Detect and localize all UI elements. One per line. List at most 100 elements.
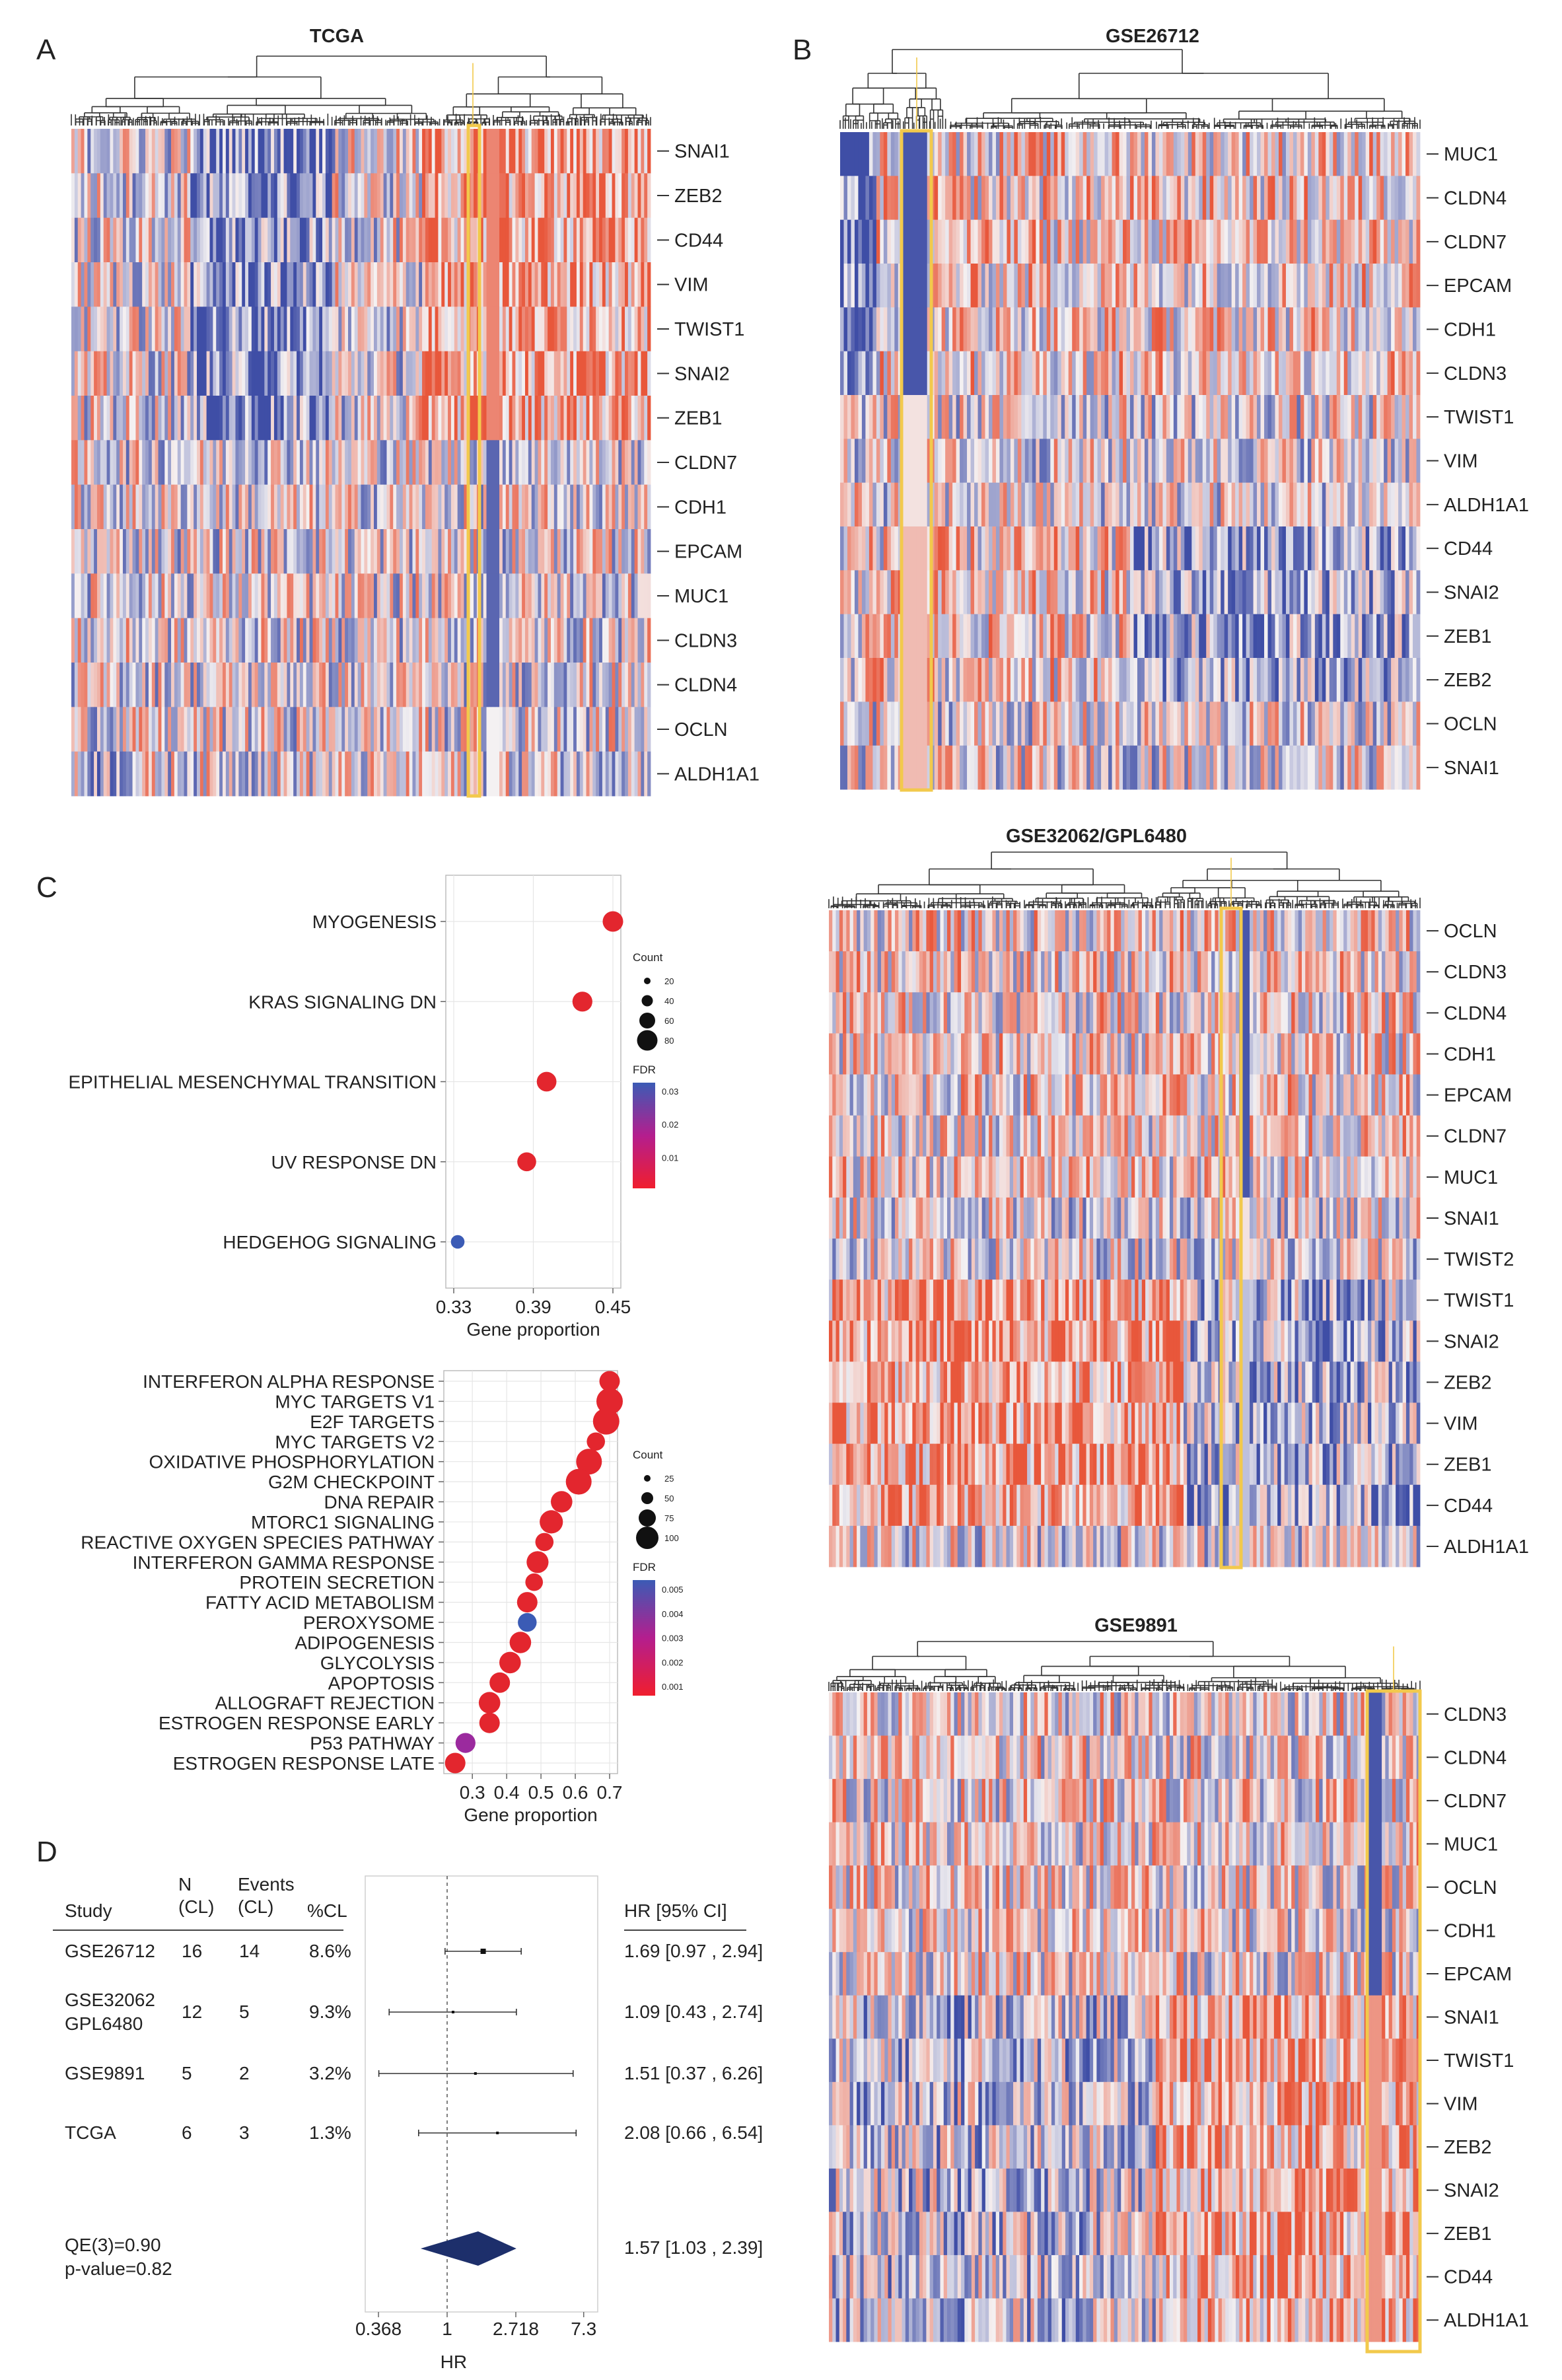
heatmap-cell bbox=[81, 440, 85, 486]
heatmap-cell bbox=[1293, 307, 1297, 352]
heatmap-cell bbox=[502, 351, 507, 396]
heatmap-cell bbox=[245, 529, 249, 574]
heatmap-cell bbox=[380, 440, 384, 486]
heatmap-cell bbox=[448, 173, 452, 219]
heatmap-cell bbox=[1137, 307, 1141, 352]
heatmap-cell bbox=[586, 351, 590, 396]
heatmap-cell bbox=[158, 663, 162, 707]
heatmap-cell bbox=[354, 129, 359, 174]
heatmap-cell bbox=[415, 707, 419, 752]
heatmap-cell bbox=[425, 529, 429, 574]
heatmap-cell bbox=[422, 618, 426, 663]
heatmap-cell bbox=[213, 307, 217, 352]
heatmap-cell bbox=[952, 307, 956, 352]
heatmap-cell bbox=[125, 484, 130, 530]
heatmap-cell bbox=[361, 707, 365, 752]
heatmap-cell bbox=[148, 396, 153, 441]
heatmap-cell bbox=[872, 132, 877, 176]
heatmap-cell bbox=[367, 440, 371, 486]
heatmap-cell bbox=[148, 529, 153, 574]
heatmap-cell bbox=[402, 618, 407, 663]
heatmap-cell bbox=[1072, 307, 1077, 352]
heatmap-cell bbox=[599, 351, 603, 396]
heatmap-cell bbox=[970, 132, 975, 176]
heatmap-cell bbox=[354, 751, 359, 797]
heatmap-cell bbox=[1021, 176, 1026, 221]
heatmap-cell bbox=[560, 484, 564, 530]
heatmap-cell bbox=[1296, 307, 1301, 352]
heatmap-cell bbox=[583, 440, 586, 486]
heatmap-cell bbox=[197, 484, 201, 530]
heatmap-cell bbox=[357, 707, 361, 752]
heatmap-cell bbox=[483, 440, 487, 486]
heatmap-cell bbox=[627, 529, 632, 574]
heatmap-cell bbox=[399, 262, 404, 307]
heatmap-cell bbox=[499, 484, 503, 530]
heatmap-cell bbox=[120, 129, 124, 174]
heatmap-cell bbox=[125, 173, 130, 219]
heatmap-cell bbox=[515, 618, 519, 663]
heatmap-cell bbox=[599, 396, 603, 441]
heatmap-cell bbox=[151, 173, 156, 219]
heatmap-cell bbox=[412, 129, 416, 174]
heatmap-cell bbox=[1057, 264, 1062, 308]
heatmap-cell bbox=[419, 173, 423, 219]
heatmap-cell bbox=[1119, 132, 1123, 176]
heatmap-cell bbox=[1413, 219, 1417, 264]
heatmap-cell bbox=[496, 529, 500, 574]
heatmap-cell bbox=[302, 129, 307, 174]
heatmap-cell bbox=[505, 618, 510, 663]
heatmap-cell bbox=[325, 262, 330, 307]
heatmap-cell bbox=[563, 663, 567, 707]
heatmap-cell bbox=[880, 132, 884, 176]
heatmap-cell bbox=[402, 262, 407, 307]
heatmap-cell bbox=[90, 307, 94, 352]
heatmap-cell bbox=[460, 217, 464, 263]
heatmap-cell bbox=[171, 351, 175, 396]
heatmap-cell bbox=[103, 217, 107, 263]
heatmap-cell bbox=[1224, 132, 1228, 176]
heatmap-cell bbox=[450, 351, 455, 396]
heatmap-cell bbox=[1094, 176, 1098, 221]
heatmap-cell bbox=[988, 307, 993, 352]
heatmap-cell bbox=[428, 173, 433, 219]
heatmap-cell bbox=[277, 751, 281, 797]
heatmap-cell bbox=[1039, 176, 1044, 221]
heatmap-cell bbox=[190, 129, 194, 174]
heatmap-cell bbox=[341, 618, 345, 663]
heatmap-cell bbox=[116, 529, 120, 574]
heatmap-cell bbox=[422, 351, 426, 396]
heatmap-cell bbox=[967, 264, 971, 308]
heatmap-cell bbox=[586, 484, 590, 530]
heatmap-cell bbox=[479, 262, 484, 307]
heatmap-cell bbox=[448, 751, 452, 797]
heatmap-cell bbox=[441, 396, 445, 441]
heatmap-cell bbox=[843, 132, 848, 176]
heatmap-cell bbox=[74, 529, 79, 574]
heatmap-cell bbox=[293, 707, 297, 752]
heatmap-cell bbox=[335, 484, 339, 530]
heatmap-cell bbox=[1158, 219, 1163, 264]
heatmap-cell bbox=[380, 484, 384, 530]
heatmap-cell bbox=[454, 262, 458, 307]
heatmap-cell bbox=[1137, 264, 1141, 308]
heatmap-cell bbox=[515, 173, 519, 219]
heatmap-cell bbox=[1184, 219, 1189, 264]
heatmap-cell bbox=[1017, 264, 1022, 308]
heatmap-cell bbox=[203, 396, 207, 441]
heatmap-cell bbox=[1170, 219, 1174, 264]
heatmap-cell bbox=[273, 707, 278, 752]
heatmap-cell bbox=[145, 663, 149, 707]
heatmap-cell bbox=[177, 529, 182, 574]
heatmap-cell bbox=[489, 573, 493, 619]
heatmap-cell bbox=[444, 618, 448, 663]
heatmap-cell bbox=[1017, 219, 1022, 264]
heatmap-cell bbox=[428, 484, 433, 530]
heatmap-cell bbox=[502, 618, 507, 663]
heatmap-cell bbox=[625, 396, 629, 441]
heatmap-cell bbox=[1372, 219, 1377, 264]
heatmap-cell bbox=[1224, 176, 1228, 221]
heatmap-cell bbox=[1343, 132, 1348, 176]
heatmap-cell bbox=[548, 663, 551, 707]
